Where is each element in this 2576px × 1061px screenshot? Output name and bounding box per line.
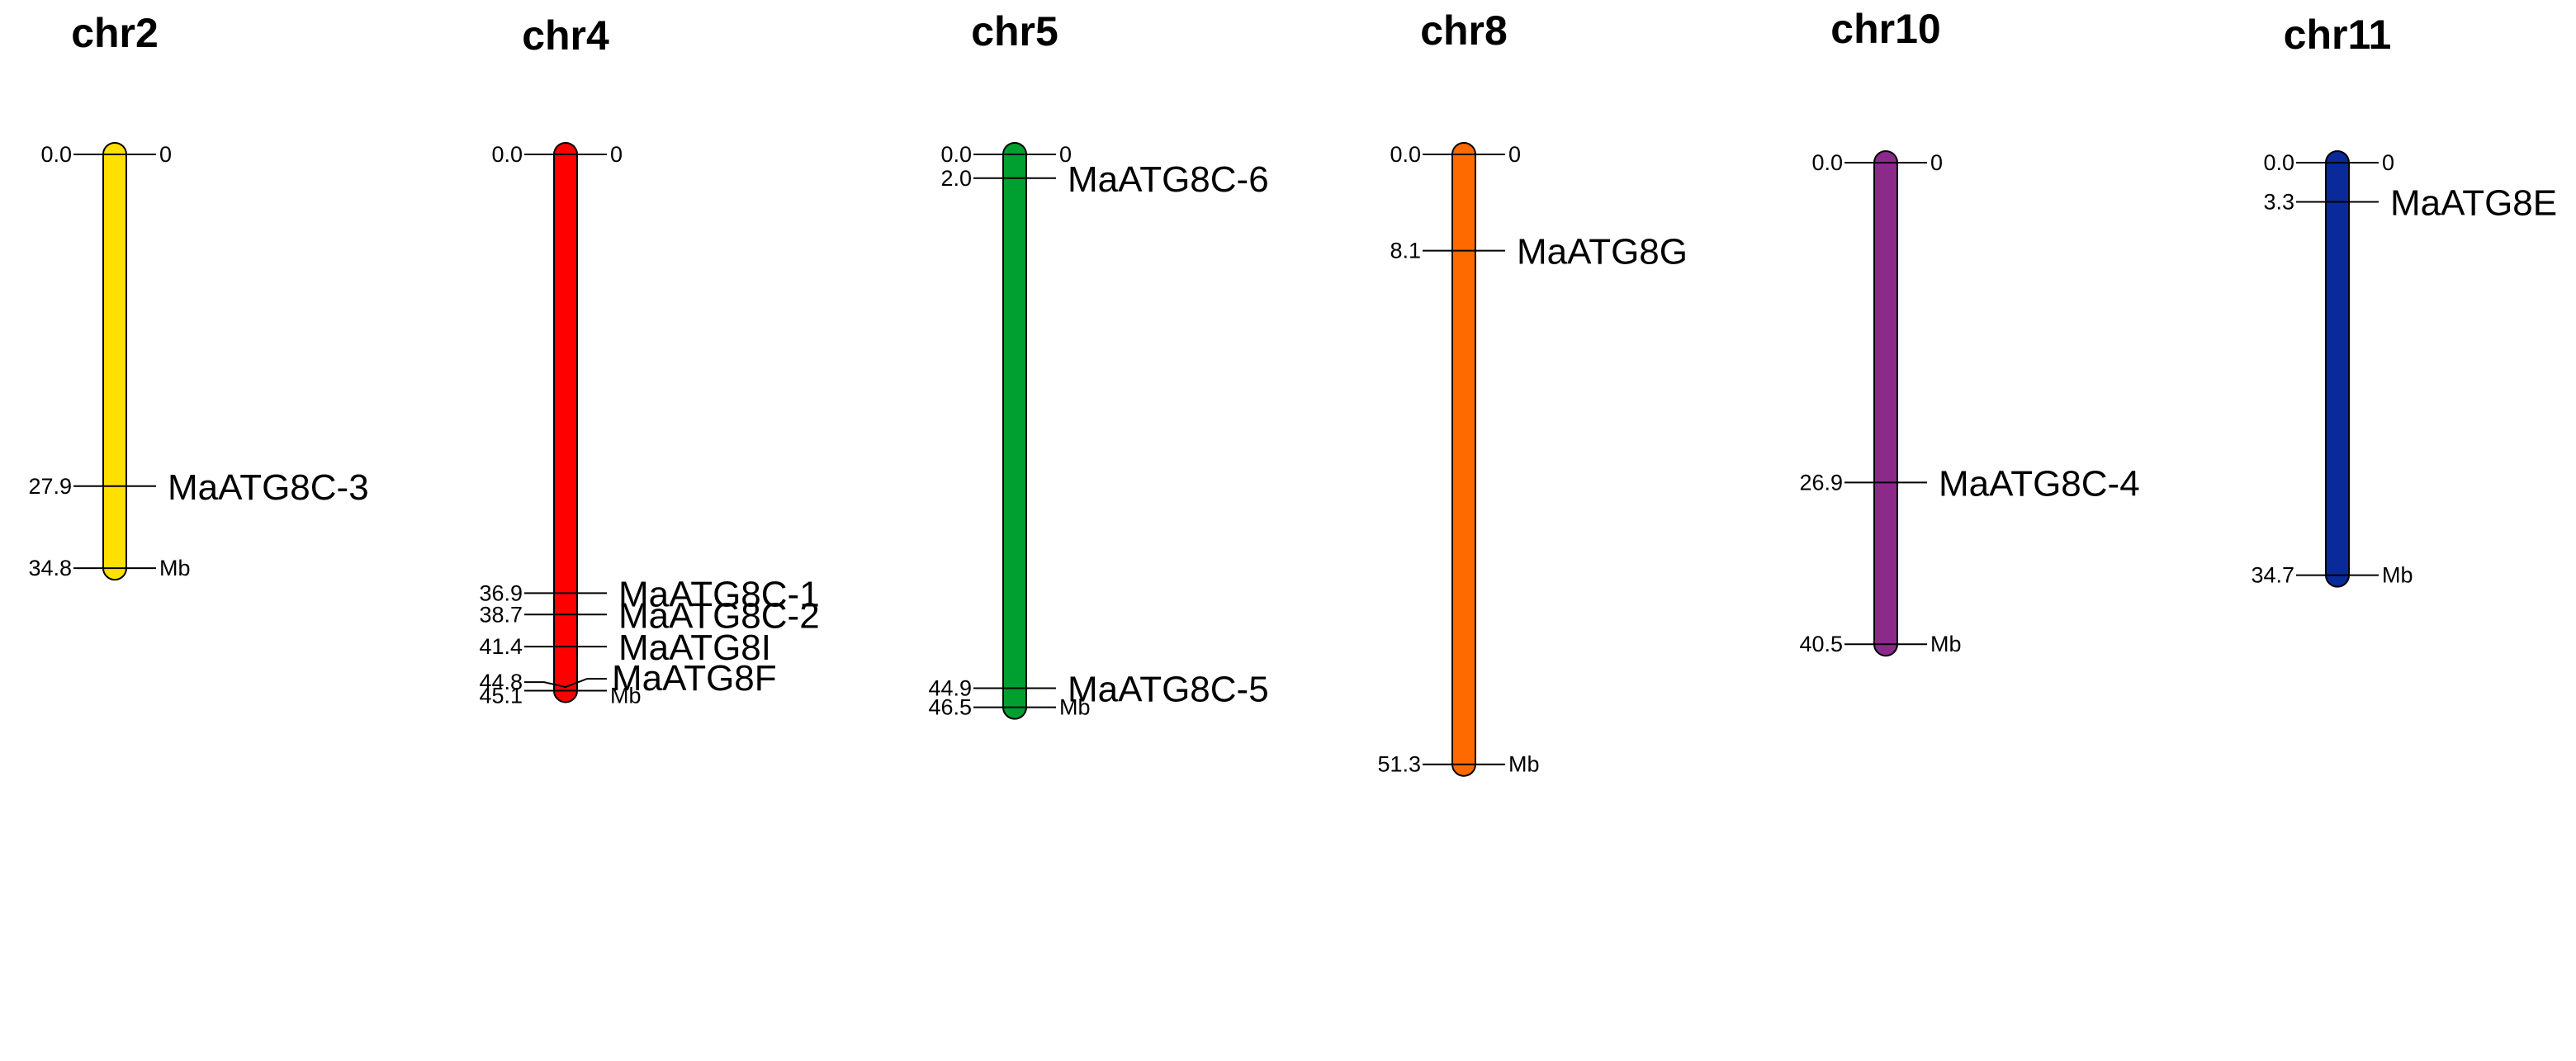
gene-position-label: 44.8	[479, 670, 523, 694]
chromosome-chr4: chr4 0.0 0 45.1 Mb 36.9 MaATG8C-1 38.7 MaATG8C-2…	[479, 12, 819, 708]
chromosome-chr2: chr2 0.0 0 34.8 Mb 27.9 MaATG8C-3	[28, 10, 369, 581]
gene-position-label: 26.9	[1799, 470, 1843, 495]
start-zero-label: 0	[1059, 142, 1072, 167]
chromosome-bar	[102, 142, 127, 581]
start-zero-label: 0	[2382, 150, 2394, 175]
start-zero-label: 0	[159, 142, 172, 167]
gene-position-label: 38.7	[479, 602, 523, 627]
chromosome-title: chr2	[71, 10, 159, 56]
gene-marker: 8.1 MaATG8G	[1390, 232, 1688, 272]
start-position-label: 0.0	[1811, 150, 1843, 175]
unit-label: Mb	[1059, 695, 1091, 720]
gene-marker: 38.7 MaATG8C-2	[479, 595, 819, 636]
gene-marker: 27.9 MaATG8C-3	[28, 467, 368, 508]
gene-name-label: MaATG8C-5	[1068, 670, 1269, 710]
gene-position-label: 41.4	[479, 634, 523, 659]
gene-name-label: MaATG8C-3	[168, 467, 369, 508]
start-zero-label: 0	[1508, 142, 1521, 167]
start-position-label: 0.0	[1390, 142, 1421, 167]
start-zero-label: 0	[610, 142, 623, 167]
chromosome-chr5: chr5 0.0 0 46.5 Mb 2.0 MaATG8C-6 44.9 MaATG8C-5	[928, 8, 1269, 720]
gene-name-label: MaATG8C-4	[1939, 463, 2140, 504]
end-position-label: 34.7	[2251, 563, 2294, 588]
gene-position-label: 2.0	[940, 166, 972, 191]
end-position-label: 34.8	[28, 556, 72, 580]
start-position-label: 0.0	[40, 142, 72, 167]
chromosome-title: chr10	[1830, 6, 1940, 52]
chromosome-bar	[2325, 150, 2350, 588]
gene-position-label: 44.9	[928, 676, 972, 701]
unit-label: Mb	[2382, 563, 2413, 588]
chromosome-bar	[1873, 150, 1898, 657]
chromosome-chr10: chr10 0.0 0 40.5 Mb 26.9 MaATG8C-4	[1799, 6, 2140, 657]
chromosome-title: chr11	[2284, 12, 2392, 58]
gene-marker: 36.9 MaATG8C-1	[479, 574, 819, 614]
gene-name-label: MaATG8C-1	[618, 574, 820, 614]
chromosome-chr8: chr8 0.0 0 51.3 Mb 8.1 MaATG8G	[1377, 7, 1688, 777]
gene-name-label: MaATG8I	[618, 628, 771, 668]
unit-label: Mb	[1930, 632, 1962, 656]
gene-position-label: 8.1	[1390, 239, 1421, 263]
gene-marker: 44.9 MaATG8C-5	[928, 670, 1268, 710]
gene-position-label: 36.9	[479, 580, 523, 605]
end-position-label: 51.3	[1377, 752, 1421, 777]
end-position-label: 40.5	[1799, 632, 1843, 656]
gene-marker: 26.9 MaATG8C-4	[1799, 463, 2139, 504]
chromosome-title: chr5	[971, 8, 1058, 54]
gene-marker: 2.0 MaATG8C-6	[940, 159, 1268, 200]
chromosome-bar	[1002, 142, 1027, 720]
unit-label: Mb	[610, 683, 642, 708]
end-position-label: 45.1	[479, 683, 523, 708]
start-position-label: 0.0	[491, 142, 523, 167]
gene-marker: 41.4 MaATG8I	[479, 628, 771, 668]
gene-name-label: MaATG8C-2	[618, 595, 820, 636]
gene-marker: 3.3 MaATG8E	[2263, 183, 2557, 224]
unit-label: Mb	[1508, 752, 1540, 777]
gene-position-label: 3.3	[2263, 190, 2294, 215]
gene-name-label: MaATG8G	[1517, 232, 1688, 272]
chromosome-bar	[1451, 142, 1476, 777]
gene-name-label: MaATG8F	[612, 658, 777, 699]
gene-name-label: MaATG8E	[2390, 183, 2557, 224]
start-position-label: 0.0	[2263, 150, 2294, 175]
start-zero-label: 0	[1930, 150, 1943, 175]
chromosome-title: chr4	[522, 12, 609, 59]
end-position-label: 46.5	[928, 695, 972, 720]
chromosome-bar	[553, 142, 578, 703]
chromosome-chr11: chr11 0.0 0 34.7 Mb 3.3 MaATG8E	[2251, 12, 2557, 588]
start-position-label: 0.0	[940, 142, 972, 167]
gene-tick	[524, 678, 607, 689]
gene-position-label: 27.9	[28, 474, 72, 499]
chromosome-title: chr8	[1420, 7, 1508, 54]
gene-name-label: MaATG8C-6	[1068, 159, 1269, 200]
unit-label: Mb	[159, 556, 191, 580]
gene-marker: 44.8 MaATG8F	[479, 658, 776, 699]
